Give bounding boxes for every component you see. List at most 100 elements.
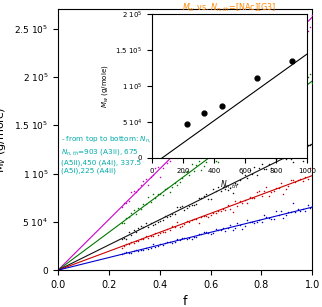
Point: [124, 241, 129, 246]
Point: [235, 87, 240, 92]
Point: [244, 176, 250, 181]
Point: [128, 232, 134, 237]
Point: [201, 193, 206, 198]
Point: [121, 235, 127, 240]
Point: [201, 128, 206, 133]
Point: [191, 169, 196, 173]
Point: [237, 178, 242, 183]
Point: [208, 115, 213, 120]
Point: [204, 117, 209, 122]
Point: [278, 152, 283, 157]
Point: [220, 114, 225, 119]
Point: [160, 165, 165, 170]
Point: [276, 106, 281, 111]
Point: [136, 249, 141, 254]
Point: [184, 219, 189, 224]
Point: [269, 190, 274, 195]
Point: [273, 157, 279, 162]
Point: [283, 213, 288, 218]
Point: [225, 188, 230, 192]
Point: [165, 186, 170, 191]
Point: [237, 77, 242, 82]
Point: [261, 111, 267, 116]
Point: [235, 181, 240, 186]
Point: [244, 218, 250, 223]
Point: [119, 220, 124, 225]
Point: [228, 185, 233, 190]
Point: [131, 241, 136, 246]
Point: [141, 179, 146, 184]
Point: [143, 233, 148, 238]
Point: [278, 104, 283, 109]
Point: [216, 208, 221, 213]
Point: [194, 134, 199, 139]
Point: [305, 176, 310, 181]
Point: [223, 208, 228, 212]
Point: [189, 162, 194, 167]
Point: [148, 199, 153, 204]
Point: [264, 185, 269, 190]
Point: [184, 236, 189, 241]
Point: [216, 159, 221, 164]
Point: [126, 242, 131, 247]
Point: [150, 191, 156, 196]
Point: [150, 242, 156, 247]
Point: [230, 91, 235, 96]
Point: [199, 168, 204, 173]
Point: [172, 240, 177, 245]
Point: [288, 210, 293, 215]
Point: [191, 234, 196, 239]
Point: [305, 203, 310, 208]
Point: [281, 100, 286, 105]
Point: [133, 212, 138, 217]
Point: [128, 239, 134, 244]
Point: [133, 238, 138, 243]
Point: [218, 189, 223, 194]
Point: [211, 149, 216, 154]
Point: [225, 226, 230, 231]
Point: [187, 204, 192, 208]
Point: [235, 221, 240, 226]
Point: [295, 142, 300, 147]
Point: [160, 218, 165, 223]
Point: [286, 184, 291, 188]
Point: [242, 197, 247, 202]
Point: [290, 200, 296, 205]
Point: [184, 168, 189, 173]
Point: [196, 196, 202, 200]
Point: [201, 164, 206, 169]
Point: [138, 247, 143, 252]
Point: [290, 24, 296, 29]
Point: [213, 109, 218, 114]
Point: [165, 226, 170, 231]
Point: [167, 213, 173, 218]
Point: [194, 163, 199, 168]
Point: [124, 215, 129, 220]
Point: [191, 216, 196, 221]
Point: [218, 107, 223, 112]
Point: [179, 235, 185, 240]
Point: [225, 202, 230, 207]
Point: [273, 43, 279, 48]
Point: [302, 150, 308, 155]
Point: [150, 234, 156, 239]
Point: [206, 215, 211, 220]
Point: [235, 203, 240, 208]
Point: [288, 177, 293, 182]
Point: [172, 181, 177, 186]
Point: [177, 179, 182, 184]
Point: [276, 213, 281, 218]
Point: [281, 215, 286, 220]
Point: [257, 218, 262, 223]
Point: [148, 246, 153, 251]
Point: [194, 216, 199, 221]
Point: [261, 188, 267, 193]
Point: [283, 94, 288, 99]
Point: [278, 181, 283, 185]
Point: [148, 220, 153, 225]
Point: [310, 168, 315, 173]
Point: [136, 238, 141, 243]
Point: [187, 220, 192, 225]
Point: [266, 58, 271, 63]
Point: [249, 121, 254, 126]
